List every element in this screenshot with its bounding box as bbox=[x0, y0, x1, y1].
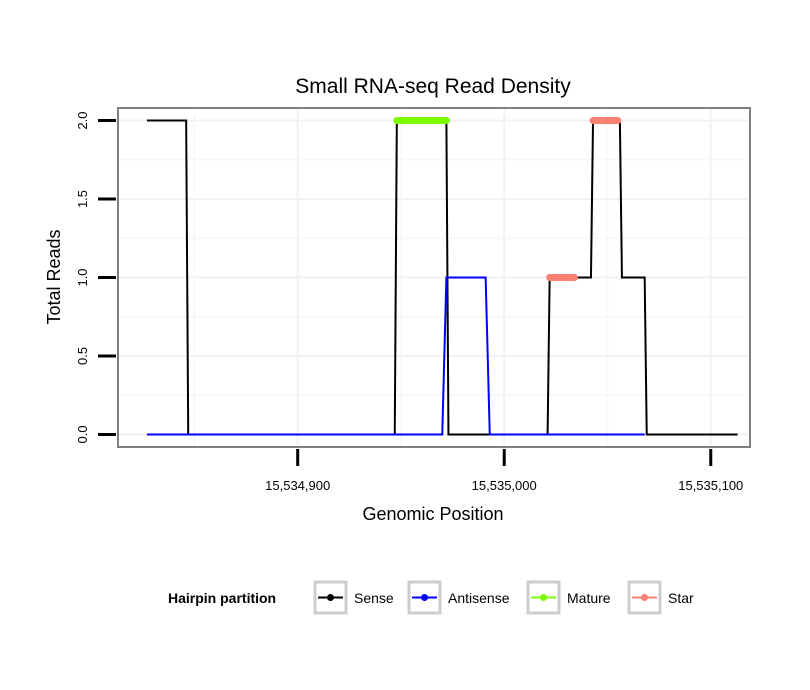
y-tick-label: 2.0 bbox=[75, 112, 90, 130]
y-tick-label: 0.0 bbox=[75, 425, 90, 443]
legend-item-sense: Sense bbox=[313, 580, 394, 615]
series-layer bbox=[146, 117, 738, 436]
legend-key-point bbox=[327, 594, 334, 601]
x-tick-label: 15,535,100 bbox=[678, 478, 743, 493]
grid bbox=[118, 108, 750, 447]
legend-item-star: Star bbox=[627, 580, 694, 615]
series-antisense-line bbox=[146, 276, 645, 436]
y-tick-label: 1.0 bbox=[75, 268, 90, 286]
legend-label: Mature bbox=[567, 590, 611, 606]
plot-border bbox=[117, 107, 751, 448]
legend: Hairpin partition Sense Antisense Mature St… bbox=[168, 580, 694, 615]
legend-label: Antisense bbox=[448, 590, 510, 606]
legend-item-mature: Mature bbox=[526, 580, 611, 615]
legend-key-point bbox=[540, 594, 547, 601]
chart-title: Small RNA-seq Read Density bbox=[295, 75, 571, 98]
legend-key-point bbox=[421, 594, 428, 601]
legend-label: Star bbox=[668, 590, 694, 606]
y-axis-label: Total Reads bbox=[44, 229, 64, 324]
x-tick-label: 15,534,900 bbox=[265, 478, 330, 493]
x-axis-label: Genomic Position bbox=[362, 504, 503, 524]
legend-title: Hairpin partition bbox=[168, 590, 276, 606]
x-axis: 15,534,900 15,535,000 15,535,100 bbox=[265, 449, 743, 493]
y-axis: 0.0 0.5 1.0 1.5 2.0 bbox=[75, 112, 116, 443]
y-tick-label: 1.5 bbox=[75, 190, 90, 208]
x-tick-label: 15,535,000 bbox=[472, 478, 537, 493]
legend-item-antisense: Antisense bbox=[407, 580, 510, 615]
legend-key-point bbox=[641, 594, 648, 601]
y-tick-label: 0.5 bbox=[75, 347, 90, 365]
legend-label: Sense bbox=[354, 590, 394, 606]
